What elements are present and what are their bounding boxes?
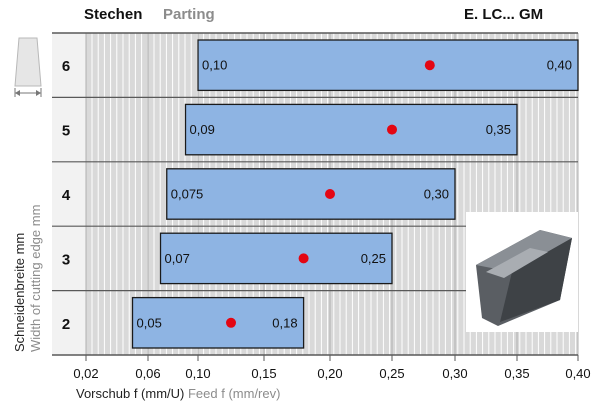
x-axis-label-german: Vorschub f (mm/U) <box>76 386 185 401</box>
y-category-label: 6 <box>62 58 70 75</box>
recommended-feed-marker <box>325 189 335 199</box>
insert-width-diagram-icon <box>14 37 42 97</box>
insert-top-face <box>476 230 572 272</box>
x-tick-label: 0,35 <box>504 366 529 381</box>
range-min-label: 0,10 <box>202 58 227 73</box>
x-tick-label: 0,40 <box>565 366 590 381</box>
x-tick-label: 0,30 <box>442 366 467 381</box>
range-min-label: 0,075 <box>171 187 204 202</box>
range-max-label: 0,30 <box>424 187 449 202</box>
range-max-label: 0,40 <box>547 58 572 73</box>
x-tick-label: 0,10 <box>185 366 210 381</box>
x-tick-label: 0,06 <box>135 366 160 381</box>
recommended-feed-marker <box>298 253 309 264</box>
recommended-feed-marker <box>424 60 435 71</box>
range-bar-6 <box>197 39 579 92</box>
insert-chip-groove <box>486 248 548 278</box>
range-min-label: 0,05 <box>137 315 162 330</box>
range-min-label: 0,07 <box>165 251 190 266</box>
x-tick-labels: 0,02 0,06 0,10 0,15 0,20 0,25 0,30 0,35 0,40 <box>73 366 590 381</box>
range-bar-4 <box>166 168 456 220</box>
range-min-label: 0,09 <box>190 122 215 137</box>
y-category-label: 5 <box>62 123 70 140</box>
width-arrow-left <box>15 90 20 96</box>
insert-code-label: E. LC... GM <box>464 6 544 23</box>
range-bar-2 <box>131 296 305 349</box>
range-max-label: 0,35 <box>486 122 511 137</box>
x-tick-label: 0,15 <box>251 366 276 381</box>
chart-title-english: Parting <box>163 6 215 23</box>
insert-side-face <box>500 238 572 322</box>
x-tick-label: 0,25 <box>379 366 404 381</box>
cutting-insert-photo <box>466 212 578 332</box>
x-axis-label: Vorschub f (mm/U) Feed f (mm/rev) <box>76 386 280 401</box>
range-bar-5 <box>184 103 518 156</box>
y-category-label: 2 <box>62 316 70 333</box>
y-category-labels: 6 5 4 3 2 <box>62 58 71 333</box>
range-max-label: 0,18 <box>272 315 297 330</box>
label-column-background <box>52 33 86 355</box>
range-max-label: 0,25 <box>361 251 386 266</box>
x-tick-label: 0,02 <box>73 366 98 381</box>
y-category-label: 3 <box>62 251 70 268</box>
chart-title-german: Stechen <box>84 6 143 23</box>
width-arrow-right <box>36 90 41 96</box>
y-category-label: 4 <box>62 187 71 204</box>
x-axis-label-english: Feed f (mm/rev) <box>187 386 281 401</box>
range-bar-3 <box>159 232 393 285</box>
range-bars: 0,10 0,40 0,09 0,35 0,075 0,30 0,07 0,25 0,05 0,1… <box>131 39 579 349</box>
x-tick-label: 0,20 <box>317 366 342 381</box>
insert-outline <box>14 37 42 87</box>
recommended-feed-marker <box>387 124 397 135</box>
recommended-feed-marker <box>226 317 236 328</box>
